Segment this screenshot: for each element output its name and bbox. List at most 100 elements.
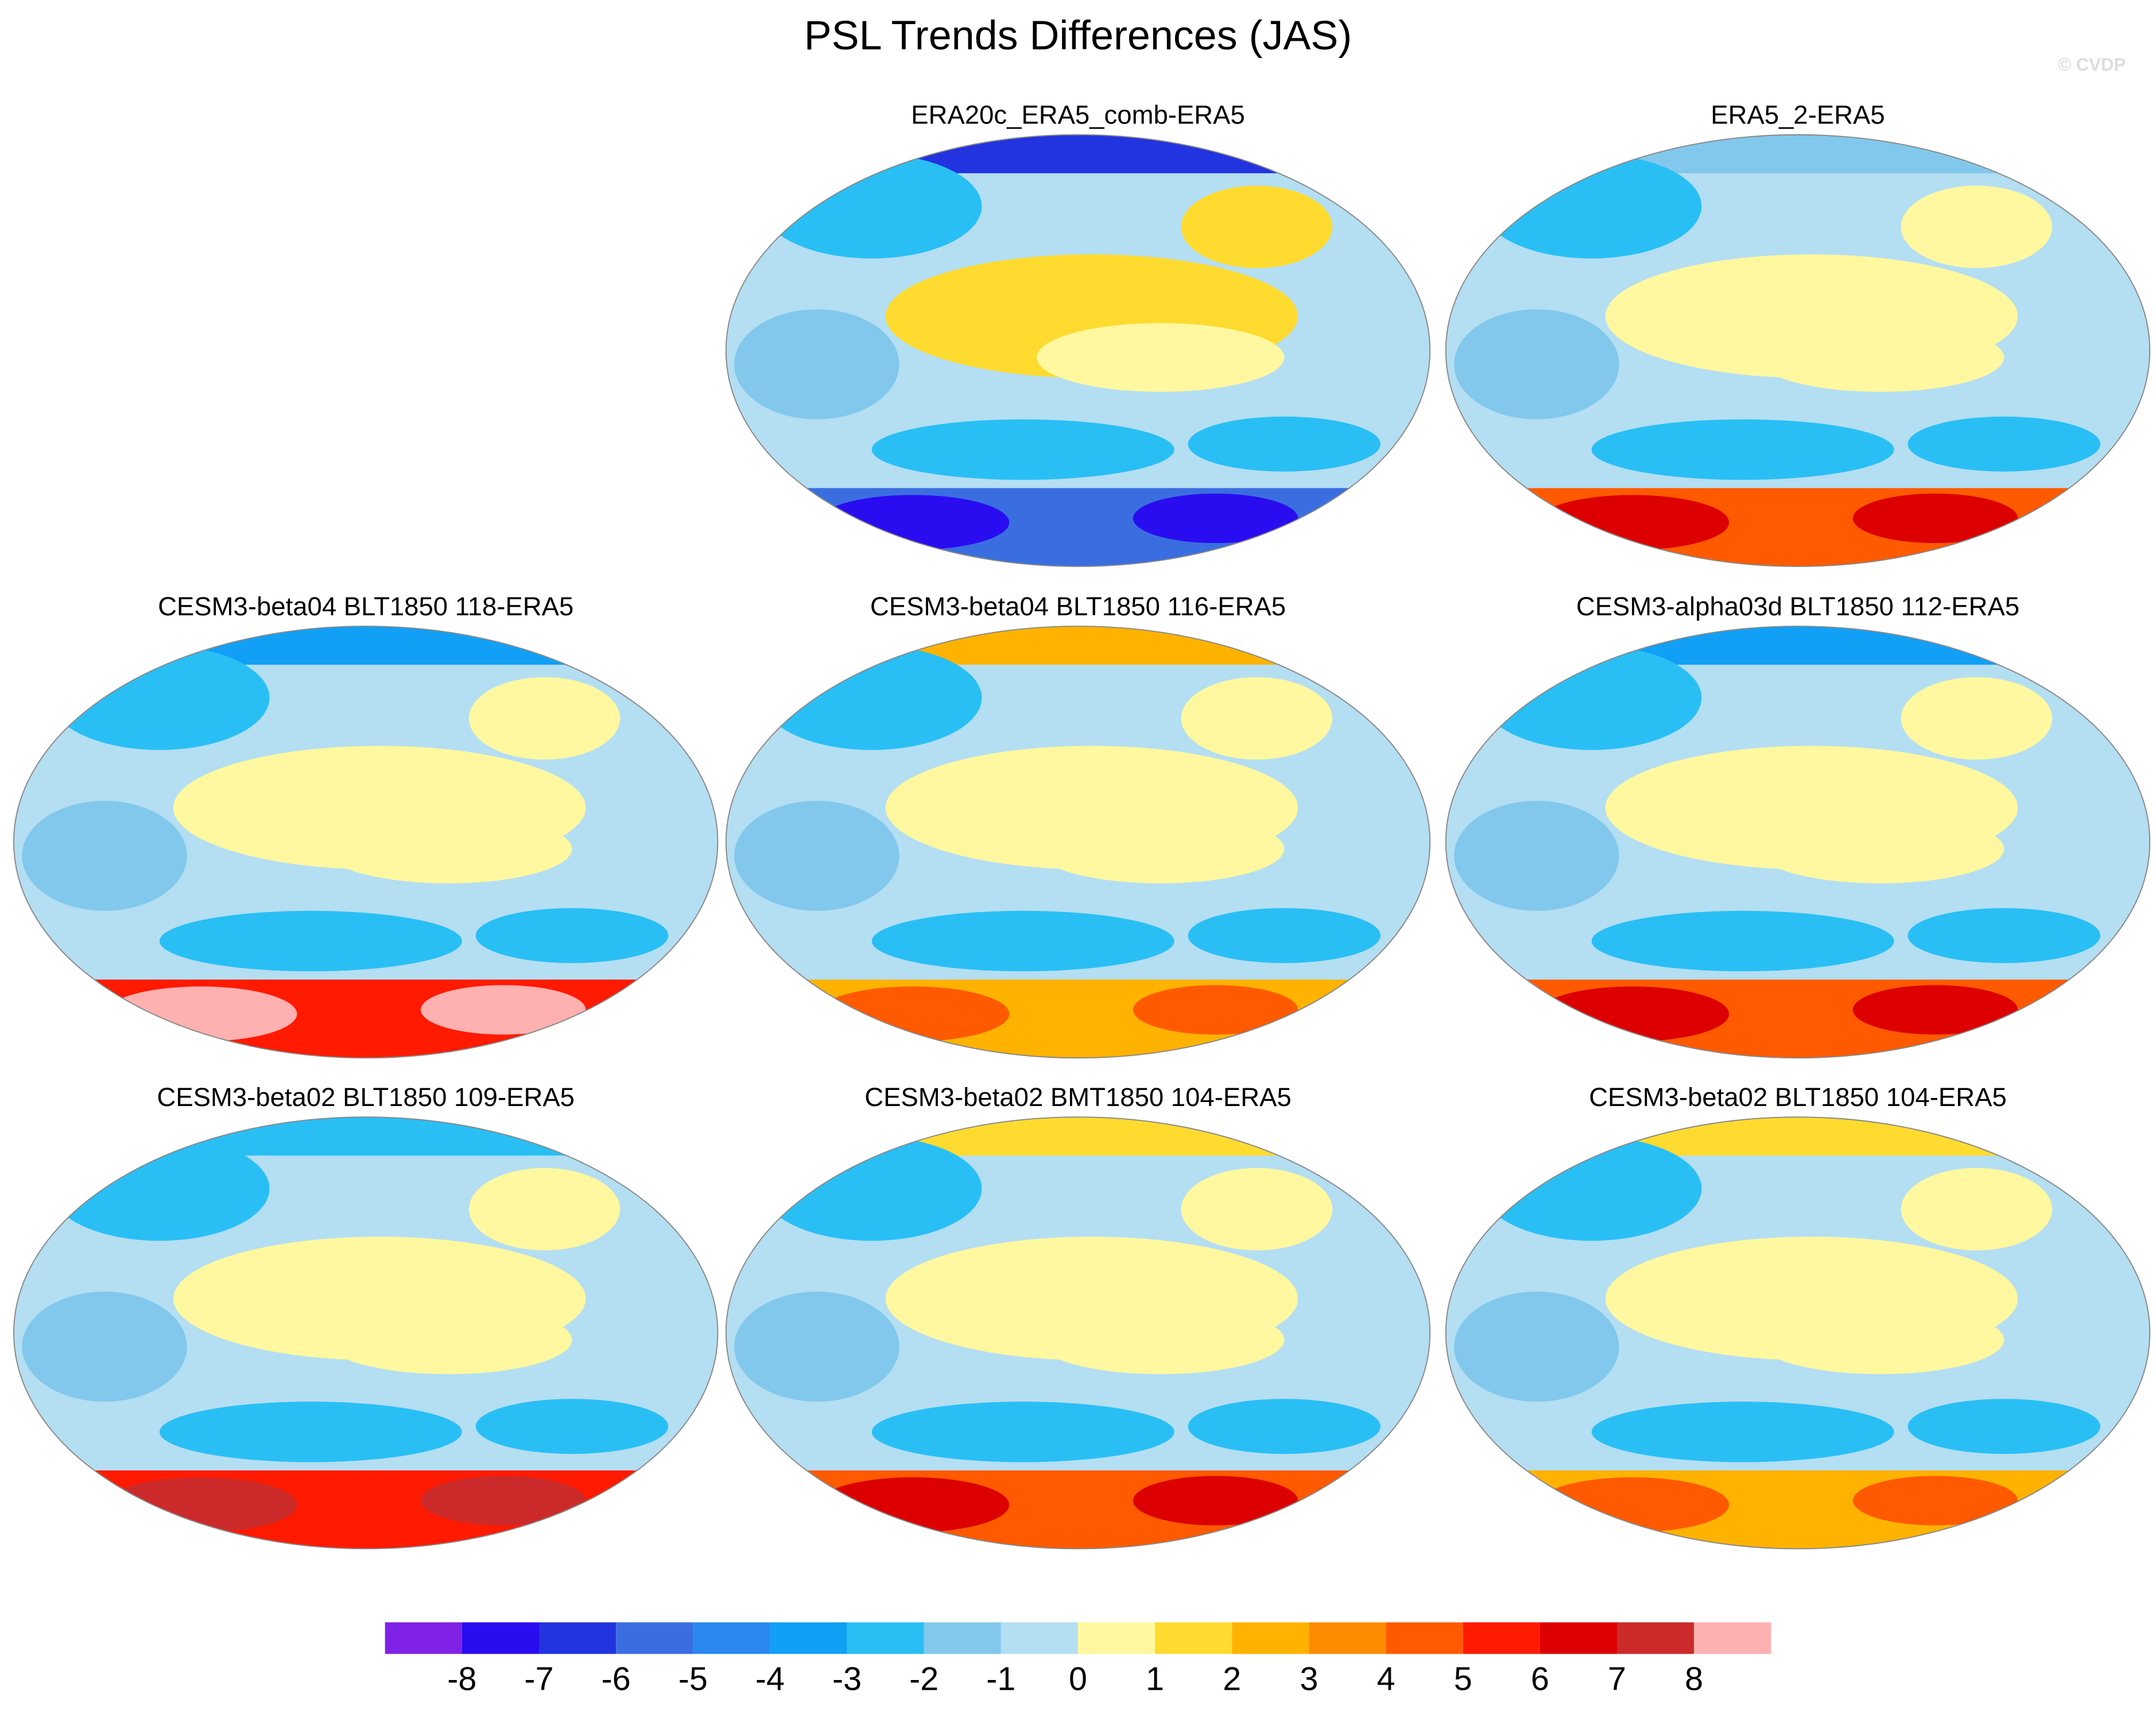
map-patch: [1756, 814, 2004, 884]
map-patch: [1454, 309, 1619, 420]
map-outline: [725, 626, 1431, 1059]
colorbar-label: 0: [1069, 1661, 1087, 1698]
colorbar-box: [770, 1622, 847, 1654]
colorbar-box: [1232, 1622, 1309, 1654]
colorbar-box: [616, 1622, 693, 1654]
map-panel: [13, 626, 718, 1058]
panel-title: CESM3-beta04 BLT1850 118-ERA5: [158, 592, 573, 621]
map-panel: [1445, 134, 2150, 567]
panel-title: CESM3-alpha03d BLT1850 112-ERA5: [1576, 592, 2019, 621]
colorbar-label: -1: [986, 1661, 1015, 1698]
map-patch: [1482, 1136, 1702, 1241]
colorbar-box: [1309, 1622, 1386, 1654]
colorbar-box: [1463, 1622, 1540, 1654]
map-south: [13, 1470, 718, 1549]
map-patch: [1482, 154, 1702, 259]
map-band: [1188, 908, 1381, 963]
map-band: [1907, 1399, 2100, 1454]
map-south: [726, 1470, 1430, 1549]
figure-title: PSL Trends Differences (JAS): [804, 13, 1352, 59]
map-south-core: [1133, 493, 1298, 544]
map-band: [159, 1402, 462, 1462]
colorbar-box: [693, 1622, 770, 1654]
map-outline: [1445, 1116, 2151, 1550]
colorbar-label: 8: [1685, 1661, 1703, 1698]
map-south-core: [420, 985, 586, 1035]
map-band: [1188, 1399, 1381, 1454]
map-patch: [1901, 677, 2053, 760]
map-band: [871, 419, 1174, 480]
colorbar-label: 2: [1223, 1661, 1241, 1698]
colorbar-label: 3: [1300, 1661, 1318, 1698]
map-patch: [1181, 1167, 1333, 1251]
colorbar-box: [1078, 1622, 1155, 1654]
map-south: [1445, 488, 2150, 567]
panel-title: CESM3-beta02 BLT1850 109-ERA5: [157, 1083, 575, 1112]
map-patch: [1037, 1305, 1285, 1375]
map-patch: [762, 154, 982, 259]
map-south-core: [1133, 985, 1298, 1035]
map-south: [13, 979, 718, 1058]
colorbar-label: -2: [909, 1661, 939, 1698]
colorbar-box: [1386, 1622, 1463, 1654]
colorbar-box: [1540, 1622, 1617, 1654]
map-north: [1445, 626, 2150, 665]
map-north: [13, 1117, 718, 1156]
colorbar-box: [539, 1622, 616, 1654]
map-band: [1907, 908, 2100, 963]
map-patch: [1454, 1291, 1619, 1402]
colorbar-box: [1694, 1622, 1771, 1654]
map-north: [13, 626, 718, 665]
colorbar-label: -6: [602, 1661, 631, 1698]
map-south: [726, 488, 1430, 567]
colorbar-box: [924, 1622, 1001, 1654]
map-patch: [734, 801, 899, 911]
colorbar-label: 4: [1377, 1661, 1395, 1698]
map-outline: [1445, 626, 2151, 1059]
colorbar-label: -5: [678, 1661, 708, 1698]
copyright: © CVDP: [2058, 55, 2126, 75]
panel-title: CESM3-beta02 BLT1850 104-ERA5: [1589, 1083, 2007, 1112]
map-north: [1445, 1117, 2150, 1156]
map-band: [871, 1402, 1174, 1462]
map-patch: [1901, 185, 2053, 269]
map-patch: [762, 645, 982, 750]
map-band: [1188, 416, 1381, 472]
map-band: [1907, 416, 2100, 472]
map-band: [475, 908, 669, 963]
colorbar-box: [385, 1622, 462, 1654]
map-south: [1445, 979, 2150, 1058]
map-outline: [1445, 134, 2151, 567]
map-patch: [1756, 1305, 2004, 1375]
map-panel: [726, 626, 1430, 1058]
map-patch: [1482, 645, 1702, 750]
map-patch: [762, 1136, 982, 1241]
map-panel: [726, 1117, 1430, 1549]
colorbar-box: [1617, 1622, 1694, 1654]
map-outline: [725, 1116, 1431, 1550]
map-patch: [324, 814, 572, 884]
map-south-core: [1852, 1476, 2018, 1526]
colorbar-box: [847, 1622, 924, 1654]
map-patch: [734, 309, 899, 420]
map-north: [1445, 134, 2150, 173]
map-patch: [1181, 185, 1333, 269]
map-outline: [13, 626, 719, 1059]
panel-title: CESM3-beta04 BLT1850 116-ERA5: [870, 592, 1286, 621]
map-south-core: [420, 1476, 586, 1526]
map-patch: [1756, 323, 2004, 392]
map-band: [871, 910, 1174, 972]
map-patch: [1454, 801, 1619, 911]
colorbar-box: [1155, 1622, 1232, 1654]
colorbar-label: 1: [1146, 1661, 1164, 1698]
map-patch: [49, 645, 270, 750]
map-patch: [468, 1167, 621, 1251]
colorbar-label: -8: [447, 1661, 476, 1698]
map-patch: [1037, 814, 1285, 884]
map-south-core: [1852, 493, 2018, 544]
map-south: [726, 979, 1430, 1058]
map-patch: [468, 677, 621, 760]
map-south: [1445, 1470, 2150, 1549]
colorbar-label: 6: [1531, 1661, 1549, 1698]
